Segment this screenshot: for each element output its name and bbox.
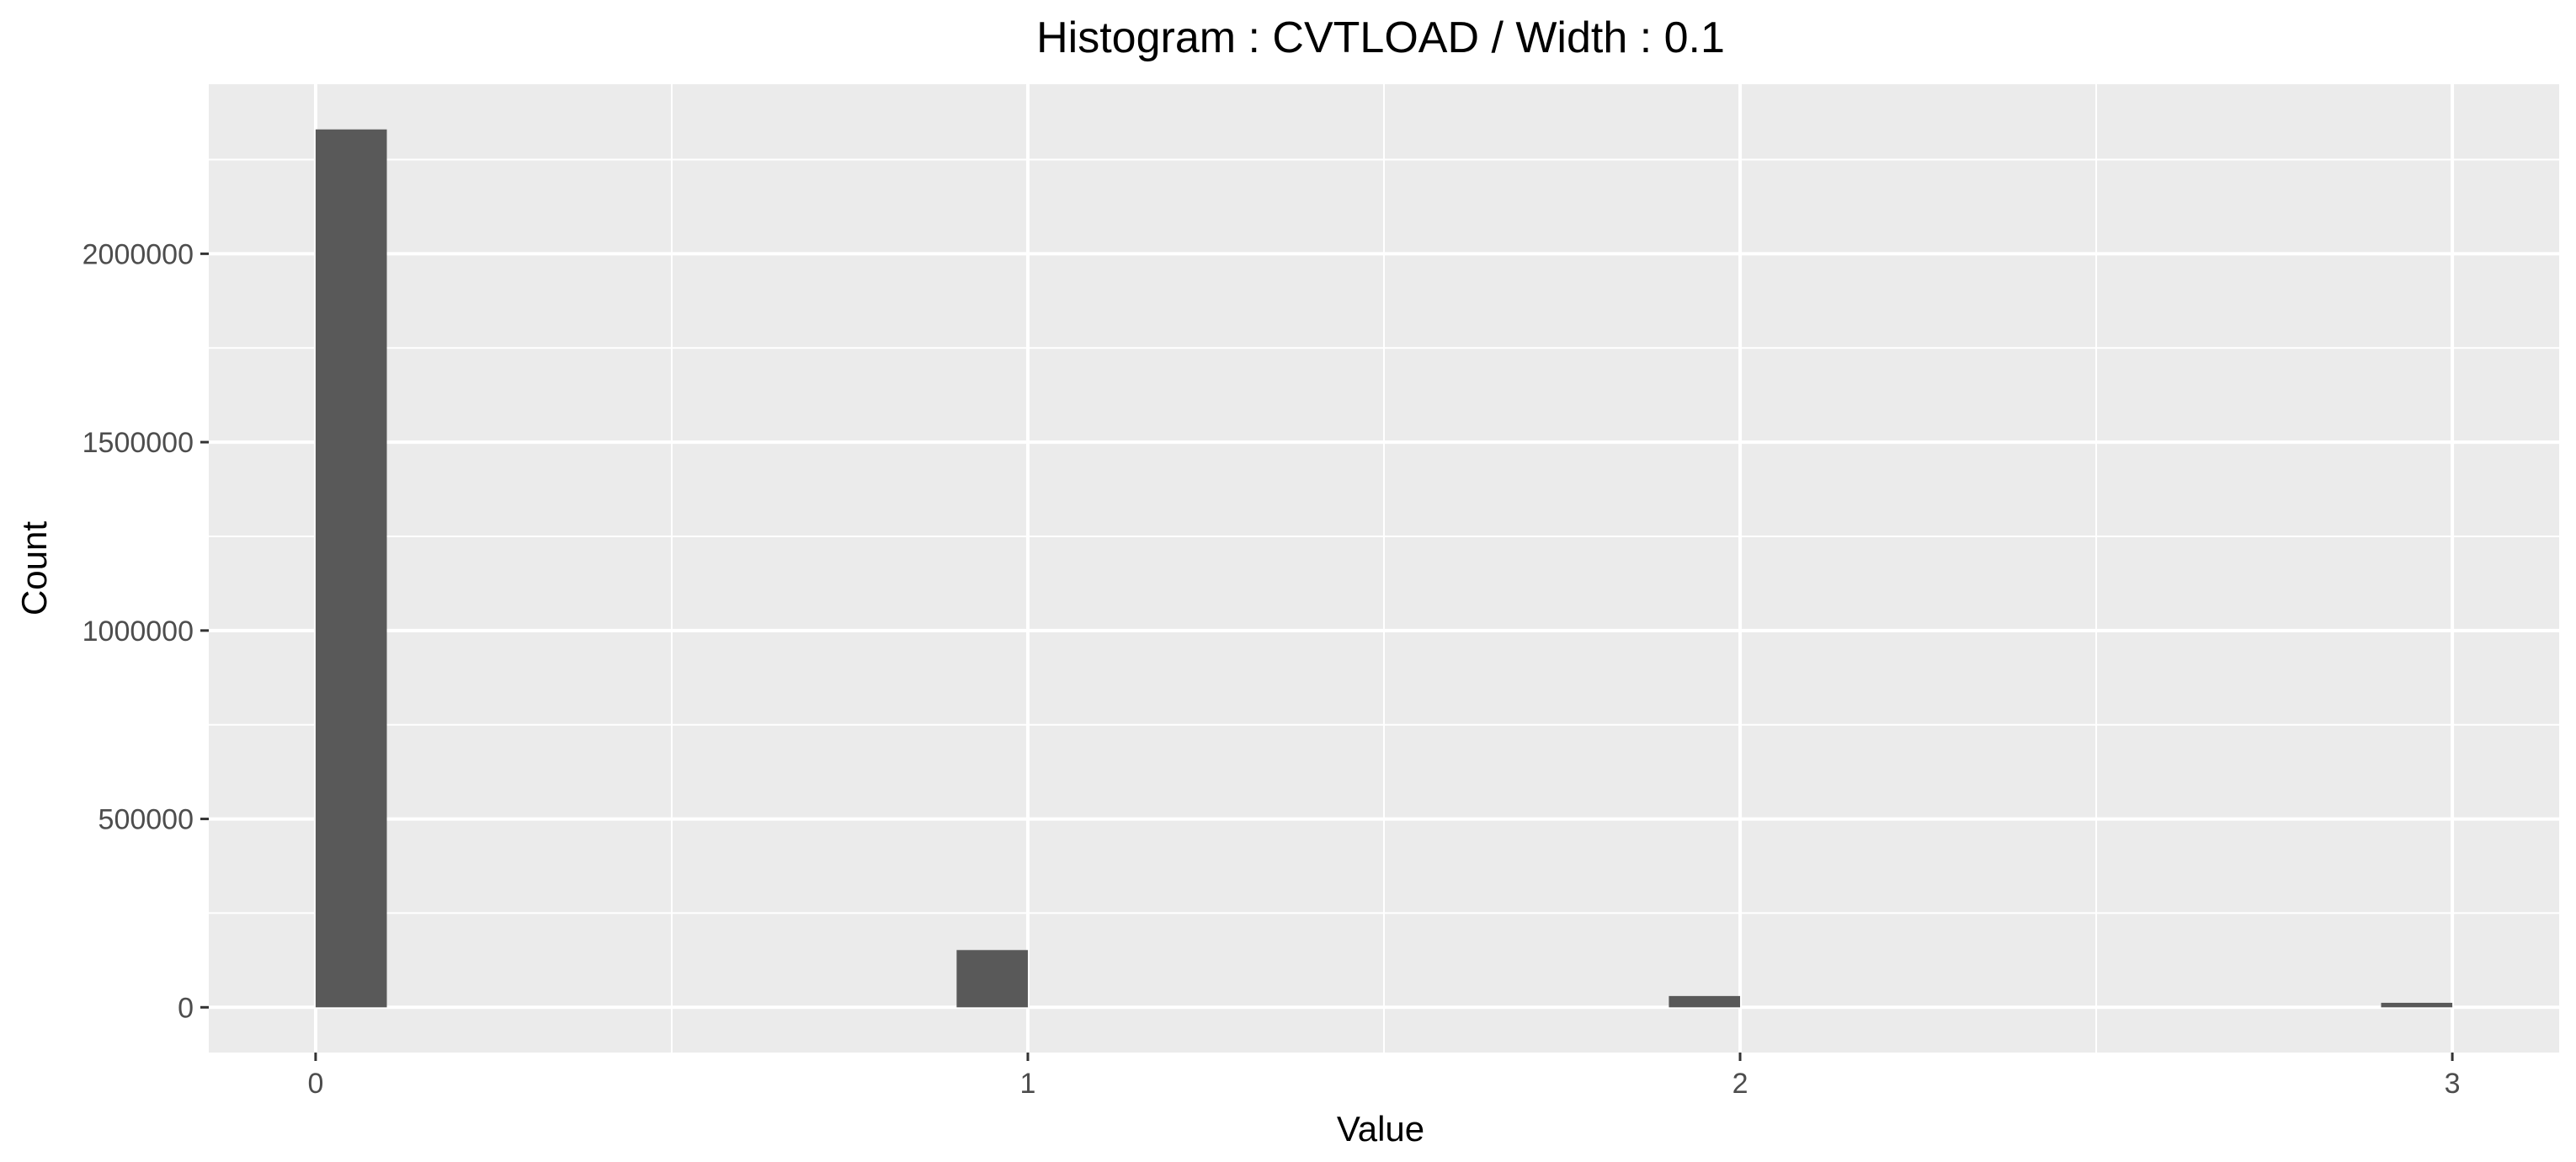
chart-title: Histogram : CVTLOAD / Width : 0.1 [1036,13,1725,62]
y-axis: 0 500000 1000000 1500000 2000000 [82,238,209,1024]
x-tick-label: 2 [1732,1068,1748,1100]
histogram-bar [2381,1002,2453,1008]
y-tick-label: 0 [178,992,194,1024]
x-tick-label: 0 [307,1068,323,1100]
minor-gridlines [209,84,2559,1053]
histogram-bars [315,129,2453,1008]
y-tick-label: 1000000 [82,616,194,648]
histogram-bar [956,950,1028,1008]
x-axis-title: Value [1337,1109,1424,1149]
histogram-bar [315,129,387,1008]
y-tick-label: 1500000 [82,427,194,459]
x-tick-label: 3 [2445,1068,2461,1100]
x-tick-label: 1 [1020,1068,1036,1100]
histogram-bar [1669,995,1741,1008]
x-axis: 0 1 2 3 [307,1053,2461,1100]
y-tick-label: 2000000 [82,238,194,270]
y-axis-title: Count [14,521,54,616]
y-tick-label: 500000 [98,804,194,836]
